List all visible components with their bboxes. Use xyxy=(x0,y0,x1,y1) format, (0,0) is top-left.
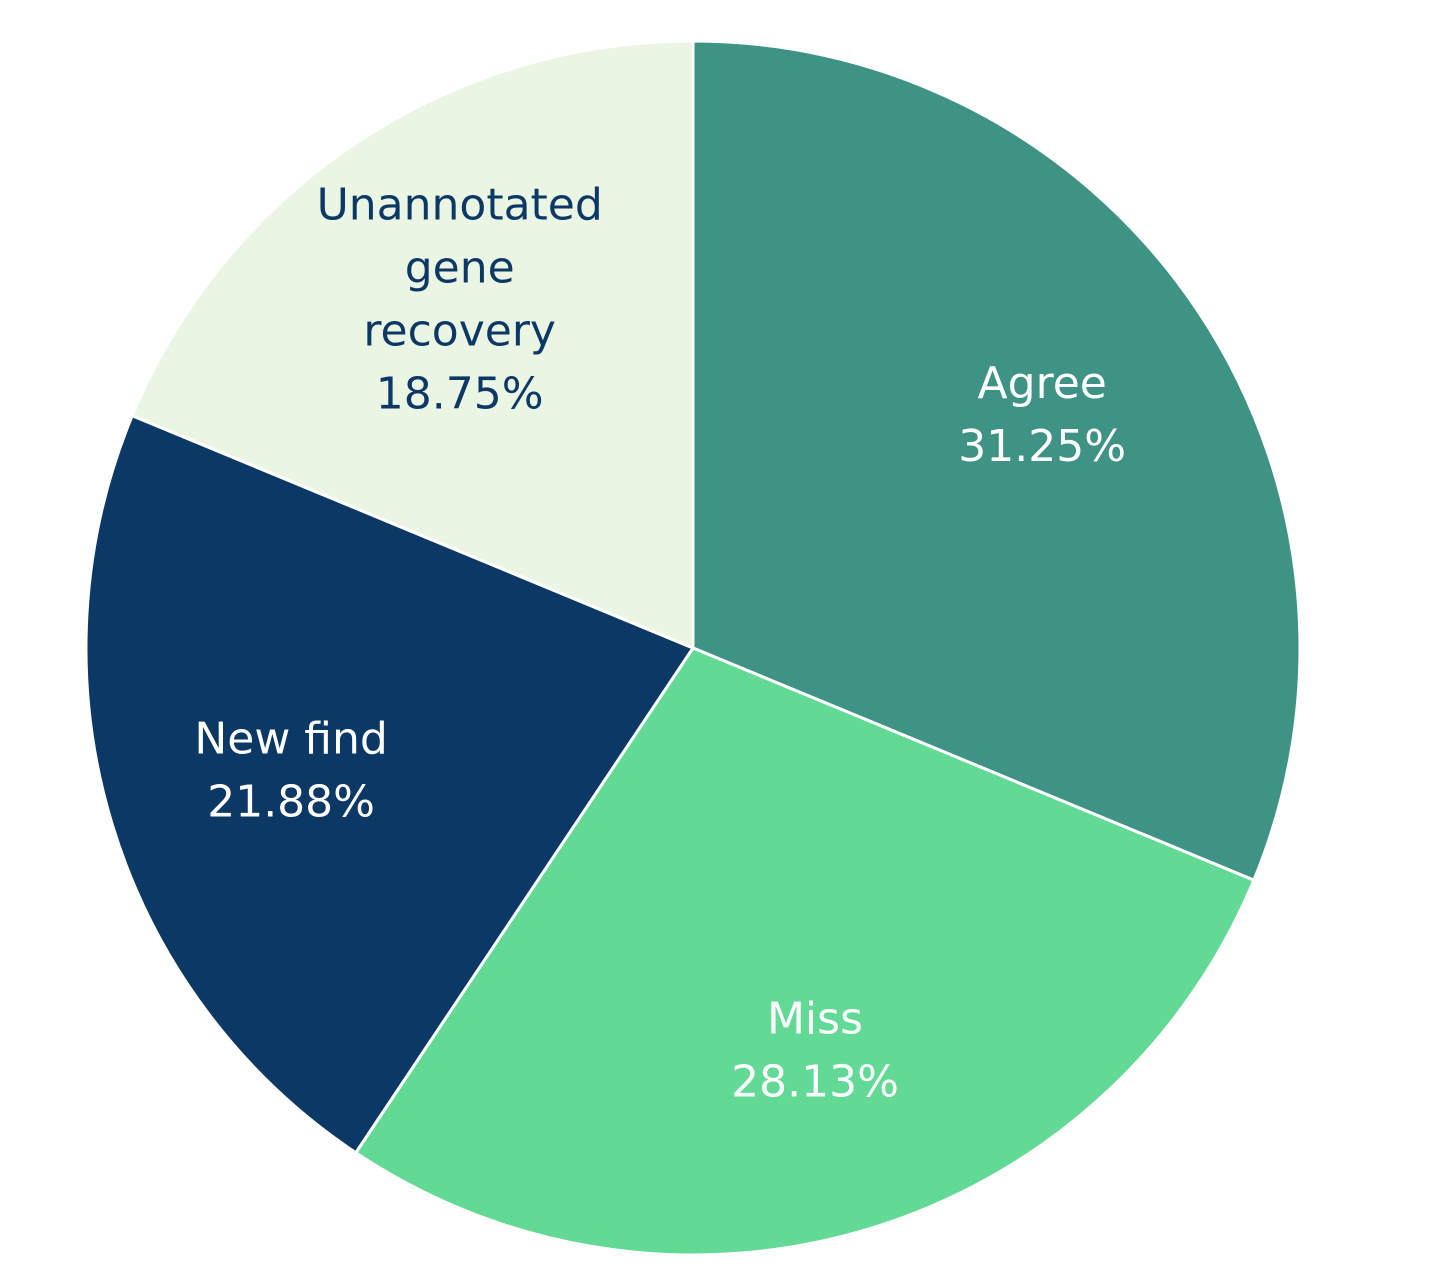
pie-slice-value-3: 18.75% xyxy=(376,368,544,419)
pie-slice-label-3: Unannotated gene recovery 18.75% xyxy=(317,179,603,419)
pie-slice-name-line-0-0: Agree xyxy=(978,358,1107,409)
pie-slice-name-line-2-0: New find xyxy=(194,713,388,764)
pie-slice-label-0: Agree 31.25% xyxy=(958,358,1126,472)
pie-slice-name-line-1-0: Miss xyxy=(767,993,863,1044)
pie-slice-1 xyxy=(353,646,1256,1257)
pie-slice-0 xyxy=(691,39,1302,883)
pie-slice-name-line-3-0: Unannotated xyxy=(317,179,603,230)
pie-slice-value-2: 21.88% xyxy=(207,776,375,827)
pie-slice-value-1: 28.13% xyxy=(731,1056,899,1107)
pie-slice-name-line-3-2: recovery xyxy=(363,305,556,356)
pie-slices xyxy=(84,39,1302,1257)
pie-slice-label-1: Miss 28.13% xyxy=(731,993,899,1107)
pie-slice-3 xyxy=(130,39,695,651)
pie-slice-name-line-3-1: gene xyxy=(405,242,515,293)
pie-slice-2 xyxy=(84,413,696,1155)
pie-slice-value-0: 31.25% xyxy=(958,421,1126,472)
pie-slice-label-2: New find 21.88% xyxy=(194,713,388,827)
pie-labels: Agree 31.25% Miss 28.13% New find 21.88% Unann… xyxy=(194,179,1126,1107)
